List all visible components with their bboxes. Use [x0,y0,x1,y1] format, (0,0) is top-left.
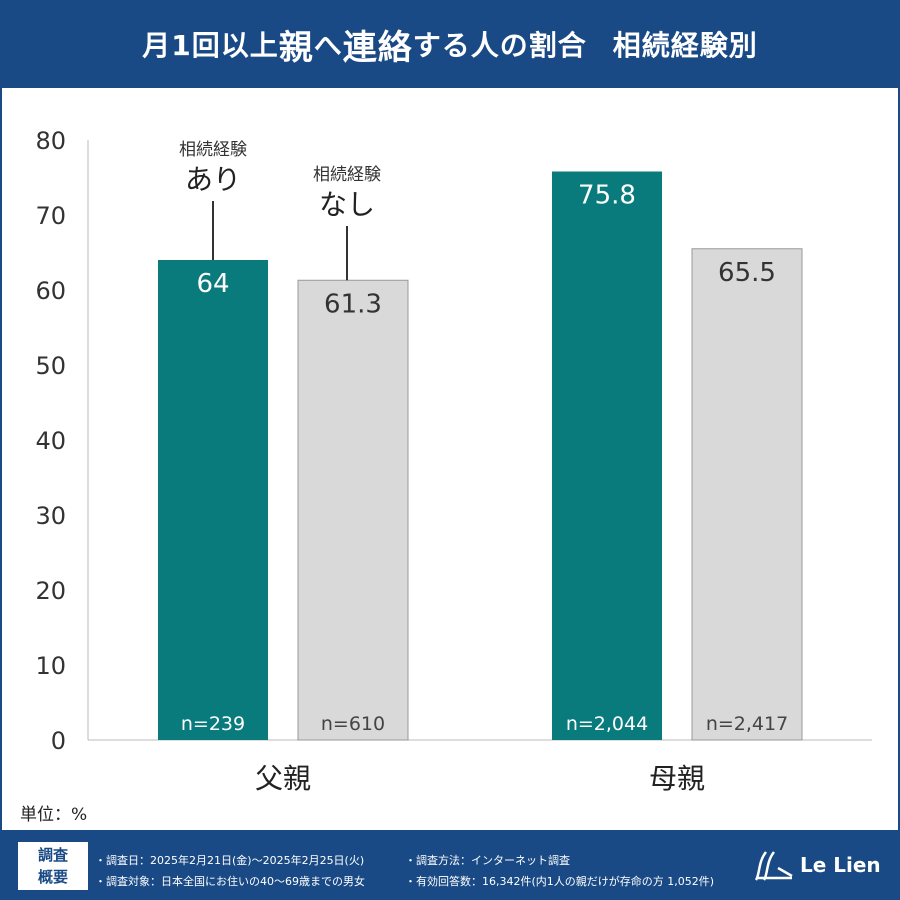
value-label: 64 [196,269,229,299]
box-label: 調査 [37,846,68,864]
logo-icon [754,851,793,881]
title-text: 月1回以上 [142,29,279,62]
survey-target: ・調査対象：日本全国にお住いの40～69歳までの男女 [95,875,365,888]
category-label: 父親 [255,762,311,795]
series-label-top: 相続経験 [179,140,247,160]
bar-without [297,279,409,741]
y-tick-label: 10 [35,652,66,680]
y-tick-label: 60 [35,277,66,305]
logo-text: Le Lien [800,853,881,877]
title-text: する人の割合 [412,29,587,62]
bar-with [158,260,268,740]
chart-subtitle: 相続経験別 [612,29,758,62]
survey-responses: ・有効回答数：16,342件(内1人の親だけが存命の方 1,052件) [405,875,715,888]
title-text: へ [313,29,343,62]
survey-summary-box: 調査 概要 [18,842,88,890]
bar-without [691,248,803,741]
sample-size-label: n=2,417 [706,713,788,735]
survey-date: ・調査日：2025年2月21日(金)～2025年2月25日(火) [95,854,365,867]
series-label-main: なし [319,188,375,221]
value-label: 65.5 [718,258,776,288]
title-text: 連絡 [342,27,413,68]
series-label-top: 相続経験 [313,165,381,185]
category-label: 母親 [649,762,705,795]
y-tick-label: 70 [35,202,66,230]
value-label: 61.3 [324,289,382,319]
chart-title: 月1回以上親へ連絡 する人の割合 相続経験別 [0,0,900,88]
y-tick-label: 40 [35,427,66,455]
y-tick-label: 80 [35,127,66,155]
y-tick-label: 20 [35,577,66,605]
sample-size-label: n=239 [181,713,245,735]
y-tick-label: 50 [35,352,66,380]
series-label-main: あり [185,163,241,196]
unit-label: 単位：% [20,805,88,825]
y-tick-label: 30 [35,502,66,530]
logo: Le Lien [752,848,881,882]
box-label: 概要 [37,868,68,886]
title-text: 親 [278,27,314,68]
survey-method: ・調査方法：インターネット調査 [405,854,570,867]
sample-size-label: n=2,044 [566,713,648,735]
survey-footer: 調査概要 ・調査日：2025年2月21日(金)～2025年2月25日(火) ・調… [0,830,900,900]
bar-with [552,171,662,740]
sample-size-label: n=610 [321,713,385,735]
y-tick-label: 0 [51,727,66,755]
bar-chart: 01020304050607080父親64n=239相続経験あり61.3n=61… [35,127,872,795]
value-label: 75.8 [578,181,636,211]
